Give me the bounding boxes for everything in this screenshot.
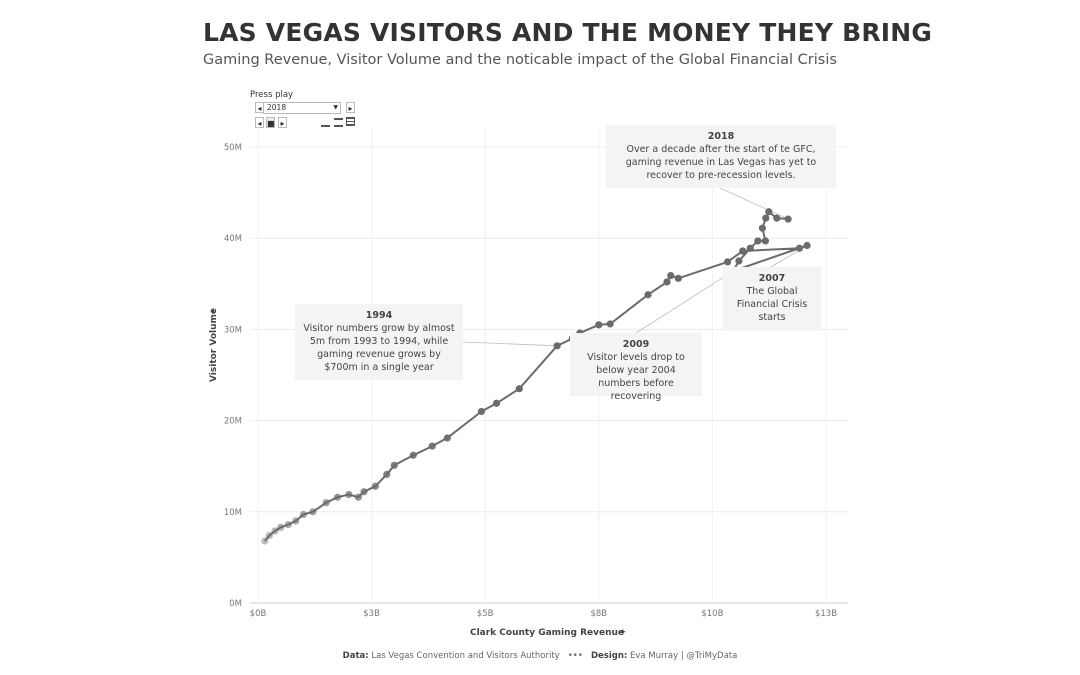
x-tick-label: $0B	[250, 609, 267, 619]
stop-button[interactable]: ■	[266, 117, 275, 128]
data-point[interactable]	[428, 442, 436, 450]
y-tick-label: 0M	[229, 599, 242, 609]
connector-2009	[635, 270, 734, 334]
data-point[interactable]	[762, 214, 770, 222]
annotation-2018: 2018 Over a decade after the start of te…	[606, 125, 836, 188]
data-point[interactable]	[667, 271, 675, 280]
y-tick-label: 40M	[224, 234, 242, 244]
data-point[interactable]	[292, 517, 300, 525]
data-point[interactable]	[383, 470, 391, 479]
data-point[interactable]	[299, 510, 308, 519]
press-play-label: Press play	[250, 90, 294, 100]
annotation-1994-year: 1994	[365, 310, 393, 321]
data-point[interactable]	[595, 321, 603, 329]
data-point[interactable]	[265, 531, 273, 540]
data-point[interactable]	[758, 224, 766, 232]
data-point[interactable]	[746, 244, 754, 252]
x-axis-label: Clark County Gaming Revenue	[470, 628, 624, 638]
annotation-2009-year: 2009	[622, 339, 650, 350]
x-tick-label: $3B	[363, 609, 380, 619]
connector-2018	[719, 187, 789, 220]
data-point[interactable]	[443, 434, 451, 442]
data-point[interactable]	[754, 237, 762, 245]
data-point[interactable]	[773, 214, 781, 222]
data-point[interactable]	[739, 247, 747, 255]
x-tick-label: $13B	[815, 609, 837, 619]
data-point[interactable]	[644, 291, 652, 299]
annotation-2018-text: Over a decade after the start of te GFC,…	[625, 144, 817, 181]
annotation-1994: 1994 Visitor numbers grow by almost 5m f…	[295, 304, 463, 380]
data-point[interactable]	[477, 407, 486, 416]
chevron-down-icon: ▼	[333, 104, 338, 111]
play-forward-button[interactable]: ▸	[278, 117, 287, 128]
annotation-2007-text: The Global Financial Crisis starts	[736, 286, 808, 323]
data-point[interactable]	[277, 523, 285, 531]
medium-speed-icon[interactable]	[334, 118, 343, 127]
next-year-button[interactable]: ▸	[346, 102, 355, 113]
data-point[interactable]	[803, 241, 811, 250]
data-point[interactable]	[663, 278, 671, 286]
annotation-2009-text: Visitor levels drop to below year 2004 n…	[587, 352, 685, 402]
data-point[interactable]	[765, 208, 773, 216]
annotation-1994-text: Visitor numbers grow by almost 5m from 1…	[303, 323, 455, 373]
data-point[interactable]	[606, 320, 614, 328]
footer-dots: •••	[567, 651, 583, 661]
chart-subtitle: Gaming Revenue, Visitor Volume and the n…	[203, 52, 837, 68]
data-point[interactable]	[261, 537, 269, 545]
fast-speed-icon[interactable]	[346, 117, 355, 126]
annotation-2018-year: 2018	[707, 131, 735, 142]
x-tick-label: $8B	[590, 609, 607, 619]
connector-1994	[462, 341, 558, 347]
year-select[interactable]: 2018 ▼	[263, 102, 341, 114]
y-tick-label: 30M	[224, 325, 242, 335]
y-tick-label: 50M	[224, 143, 242, 153]
slow-speed-icon[interactable]	[321, 118, 330, 127]
data-point[interactable]	[354, 493, 362, 501]
footer: Data: Las Vegas Convention and Visitors …	[0, 651, 1080, 661]
data-point[interactable]	[515, 385, 523, 393]
data-point[interactable]	[322, 499, 330, 507]
y-tick-label: 10M	[224, 508, 242, 518]
data-point[interactable]	[271, 527, 279, 535]
data-point[interactable]	[735, 257, 743, 265]
footer-design-credit: Eva Murray | @TriMyData	[630, 651, 738, 661]
data-point[interactable]	[795, 244, 804, 252]
footer-data-label: Data:	[342, 651, 369, 661]
x-axis-pin-icon[interactable]: ✦	[619, 628, 627, 638]
data-point[interactable]	[371, 482, 379, 490]
y-axis-label: Visitor Volume	[209, 308, 219, 382]
plot-area	[261, 208, 811, 545]
data-point[interactable]	[345, 490, 353, 499]
data-point[interactable]	[360, 488, 368, 496]
data-point[interactable]	[409, 451, 417, 459]
year-select-value: 2018	[267, 103, 287, 112]
annotation-2007-year: 2007	[758, 273, 786, 284]
y-axis-pin-icon[interactable]: ✦	[209, 307, 219, 315]
data-point[interactable]	[333, 493, 342, 501]
play-backward-button[interactable]: ◂	[255, 117, 264, 128]
data-point[interactable]	[761, 237, 770, 245]
data-point[interactable]	[284, 520, 292, 529]
annotation-2009: 2009 Visitor levels drop to below year 2…	[570, 333, 702, 402]
data-point[interactable]	[723, 258, 732, 266]
x-tick-label: $5B	[477, 609, 494, 619]
chart-title: LAS VEGAS VISITORS AND THE MONEY THEY BR…	[203, 18, 933, 47]
data-point[interactable]	[309, 508, 317, 516]
x-tick-label: $10B	[701, 609, 723, 619]
data-point[interactable]	[553, 342, 561, 350]
data-point[interactable]	[674, 274, 682, 282]
data-point[interactable]	[390, 461, 398, 469]
footer-data-source: Las Vegas Convention and Visitors Author…	[371, 651, 560, 661]
data-point[interactable]	[784, 215, 792, 223]
annotation-2007: 2007 The Global Financial Crisis starts	[723, 267, 821, 331]
y-tick-label: 20M	[224, 417, 242, 427]
data-point[interactable]	[492, 399, 501, 407]
axes: 0M 10M 20M 30M 40M 50M $0B $3B $5B $8B $10B $13B	[224, 143, 848, 619]
footer-design-label: Design:	[590, 651, 628, 661]
